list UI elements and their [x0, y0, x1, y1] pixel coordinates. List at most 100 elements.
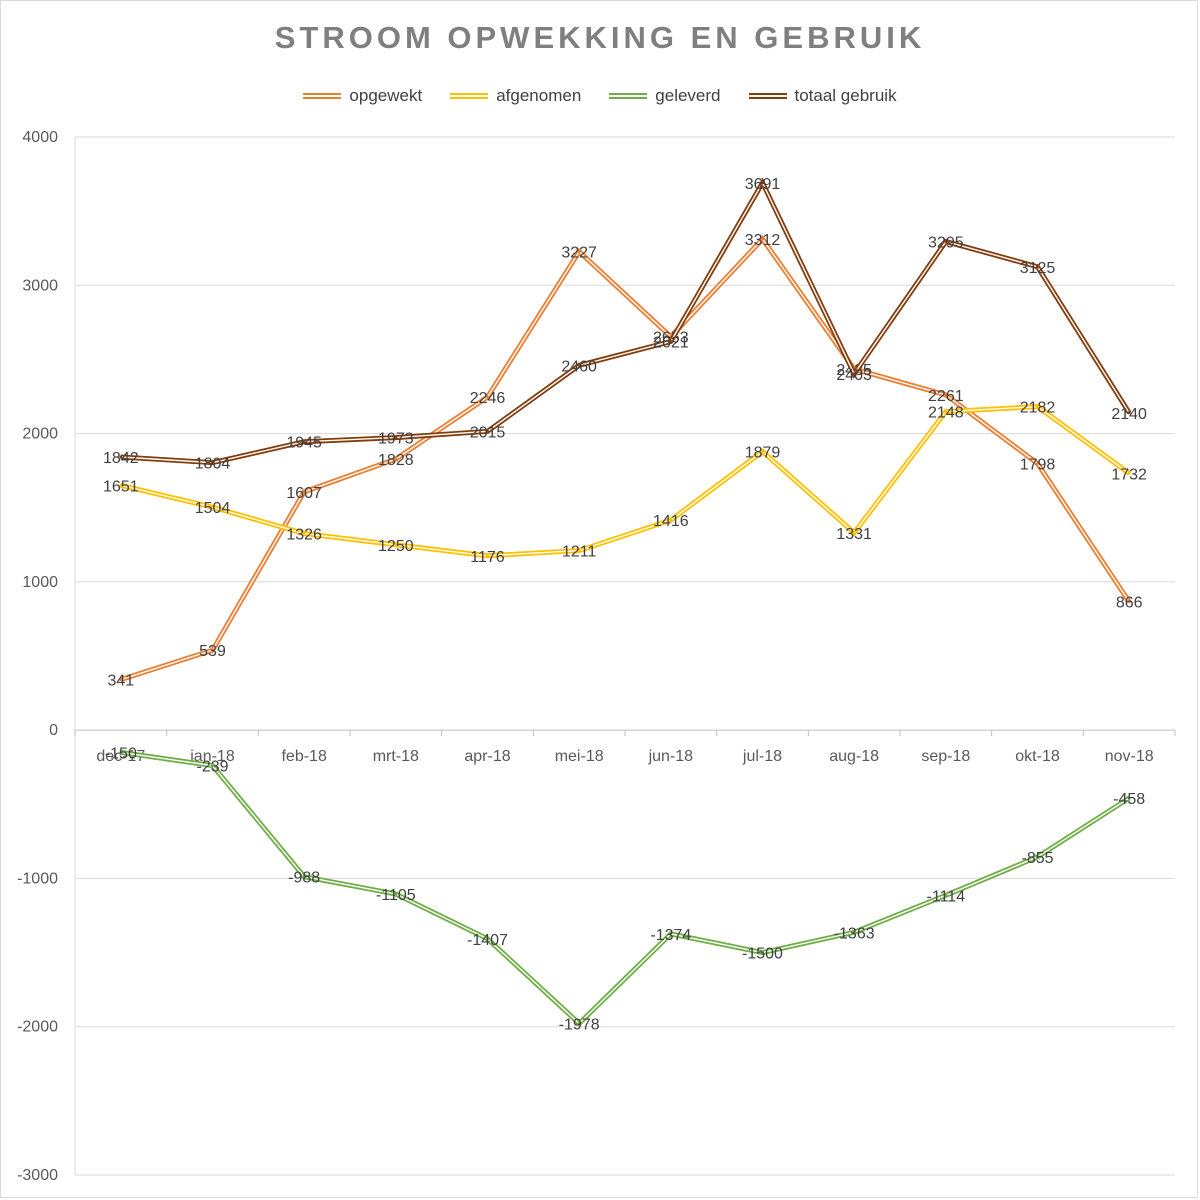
- data-label: 2621: [653, 334, 689, 351]
- data-point: [119, 483, 123, 487]
- legend-label: geleverd: [655, 86, 721, 105]
- data-label: -1500: [742, 946, 783, 963]
- data-label: 2148: [928, 405, 964, 422]
- series-line-inner: [120, 181, 1130, 464]
- data-label: 866: [1116, 595, 1143, 612]
- x-tick-label: apr-18: [464, 748, 510, 765]
- data-label: 1798: [1020, 457, 1056, 474]
- data-label: 2261: [928, 388, 964, 405]
- data-point: [669, 932, 673, 936]
- y-tick-label: 1000: [22, 574, 58, 591]
- data-label: 2246: [470, 390, 506, 407]
- x-tick-label: sep-18: [921, 748, 970, 765]
- y-tick-label: 2000: [22, 426, 58, 443]
- data-label: 1945: [286, 435, 322, 452]
- data-label: 3312: [745, 232, 781, 249]
- data-point: [394, 543, 398, 547]
- data-point: [761, 237, 764, 241]
- data-point: [761, 450, 764, 454]
- series-line-inner: [120, 405, 1130, 557]
- data-label: 1504: [195, 500, 231, 517]
- series-line-outer: [120, 749, 1131, 1027]
- y-tick-label: 4000: [22, 129, 58, 146]
- x-tick-label: mrt-18: [373, 748, 419, 765]
- data-point: [669, 518, 673, 522]
- series-afgenomen: 1651 1504 1326 1250 1176 1211 1416 1879 1331 2148…: [103, 400, 1147, 566]
- data-label: 2140: [1111, 406, 1147, 423]
- legend-item: afgenomen: [450, 86, 581, 106]
- data-point: [302, 490, 306, 494]
- legend-swatch: [609, 93, 648, 99]
- series-line-inner: [120, 237, 1130, 681]
- data-label: 539: [199, 643, 226, 660]
- data-point: [1127, 796, 1131, 800]
- legend-item: opgewekt: [303, 86, 422, 106]
- data-point: [119, 455, 123, 459]
- data-label: 1416: [653, 513, 689, 530]
- data-point: [761, 181, 764, 185]
- series-geleverd: -150 -239 -988 -1105 -1407 -1978 -1374 -1500 -13…: [105, 745, 1145, 1033]
- data-point: [119, 678, 123, 682]
- legend-swatch: [450, 93, 489, 99]
- data-label: 1250: [378, 538, 414, 555]
- data-label: -150: [105, 745, 137, 762]
- data-point: [394, 457, 398, 461]
- chart-title: STROOM OPWEKKING EN GEBRUIK: [274, 20, 926, 55]
- data-label: -1978: [559, 1016, 600, 1033]
- data-label: 3295: [928, 235, 964, 252]
- data-point: [211, 461, 214, 465]
- data-point: [1127, 600, 1131, 604]
- data-label: -239: [196, 759, 228, 776]
- data-point: [119, 750, 123, 754]
- data-point: [944, 393, 948, 397]
- data-point: [1036, 265, 1039, 269]
- legend-swatch: [748, 93, 787, 99]
- data-point: [1036, 855, 1039, 859]
- data-point: [577, 549, 581, 553]
- data-point: [302, 532, 306, 536]
- x-tick-label: jul-18: [742, 748, 782, 765]
- x-tick-label: nov-18: [1105, 748, 1154, 765]
- data-point: [1036, 462, 1039, 466]
- data-point: [1127, 411, 1131, 415]
- legend-item: geleverd: [609, 86, 721, 106]
- y-tick-label: 3000: [22, 277, 58, 294]
- legend-label: totaal gebruik: [794, 86, 897, 105]
- data-point: [944, 240, 948, 244]
- y-tick-label: -1000: [17, 870, 58, 887]
- data-point: [852, 531, 856, 535]
- data-point: [761, 951, 764, 955]
- data-label: 3691: [745, 176, 781, 193]
- data-point: [486, 395, 489, 399]
- data-label: 2460: [561, 358, 597, 375]
- series-totaal-gebruik: 1842 1804 1945 1973 2015 2460 2621 3691 2403 3295…: [103, 176, 1147, 473]
- data-point: [302, 875, 306, 879]
- data-label: 1651: [103, 478, 139, 495]
- data-label: -1363: [834, 925, 875, 942]
- data-label: -1114: [927, 888, 966, 905]
- x-tick-label: jan-18: [189, 748, 235, 765]
- data-label: 3125: [1020, 260, 1056, 277]
- data-label: 2015: [470, 424, 506, 441]
- data-label: 1879: [745, 445, 781, 462]
- data-label: -458: [1113, 791, 1145, 808]
- data-point: [486, 554, 489, 558]
- data-point: [302, 440, 306, 444]
- data-label: 1842: [103, 450, 139, 467]
- data-point: [1127, 471, 1131, 475]
- data-point: [852, 372, 856, 376]
- data-point: [211, 505, 214, 509]
- data-point: [852, 930, 856, 934]
- y-tick-label: -2000: [17, 1019, 58, 1036]
- data-point: [669, 339, 673, 343]
- series-line-outer: [120, 404, 1131, 559]
- legend-label: afgenomen: [496, 86, 582, 105]
- chart-legend: opgewekt afgenomen geleverd totaal gebruik: [0, 86, 1200, 106]
- x-tick-label: aug-18: [829, 748, 879, 765]
- data-point: [486, 429, 489, 433]
- data-label: 1732: [1111, 466, 1147, 483]
- data-label: 1973: [378, 431, 414, 448]
- y-tick-label: 0: [49, 722, 58, 739]
- data-label: 1176: [470, 549, 505, 566]
- data-point: [944, 410, 948, 414]
